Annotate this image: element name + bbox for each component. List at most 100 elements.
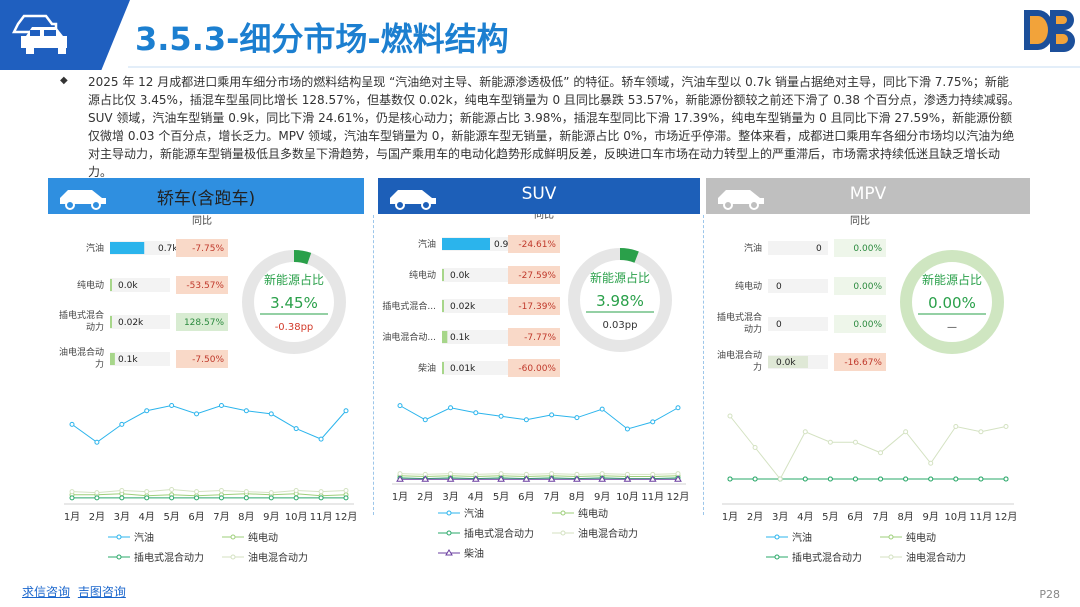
series-point [599, 471, 605, 477]
panel-suv: SUV 同比 汽油 0.9k -24.61% 纯电动 0.0k -27.59% 插电式混合...… [378, 178, 700, 586]
yoy-column-header: 同比 [192, 215, 212, 227]
yoy-badge [508, 235, 560, 253]
series-point [878, 476, 884, 482]
value-label: 0.0k [776, 358, 796, 368]
category-label: 汽油 [86, 242, 104, 254]
series-point [218, 488, 224, 494]
bar-track [768, 241, 828, 255]
series-point [194, 411, 200, 417]
category-label: 纯电动 [77, 279, 104, 291]
x-tick-label: 10月 [285, 511, 308, 523]
panel-title: 轿车(含跑车) [156, 189, 256, 209]
value-label: 0.9k [494, 240, 514, 250]
x-tick-label: 4月 [139, 511, 155, 523]
yoy-value: -16.67% [844, 358, 882, 368]
value-label: 0.02k [118, 318, 144, 328]
series-point [852, 476, 858, 482]
yoy-value: 0.00% [853, 320, 882, 330]
series-point [598, 475, 607, 482]
value-bar [442, 362, 444, 374]
value-bar [442, 269, 444, 281]
legend-label: 纯电动 [906, 531, 936, 544]
x-tick-label: 12月 [995, 511, 1018, 523]
nev-share-change: -0.38pp [275, 322, 314, 333]
legend-swatch-marker [888, 554, 894, 560]
series-point [194, 489, 200, 495]
series-point [144, 408, 150, 414]
series-point [194, 495, 200, 501]
yoy-value: -24.61% [518, 240, 556, 250]
series-line [399, 477, 679, 480]
series-point [648, 475, 657, 482]
nev-share-label: 新能源占比 [590, 270, 650, 285]
series-point [343, 488, 349, 494]
value-bar [442, 300, 444, 312]
intro-paragraph: 2025 年 12 月成都进口乘用车细分市场的燃料结构呈现 “汽油绝对主导、新能… [88, 75, 1020, 179]
series-point [343, 408, 349, 414]
value-label: 0 [776, 282, 782, 292]
wheel [395, 200, 405, 210]
series-point [446, 475, 455, 482]
category-label: 油电混合动力 [59, 346, 104, 370]
x-tick-label: 2月 [417, 491, 433, 503]
value-label: 0.02k [450, 302, 476, 312]
series-point [144, 495, 150, 501]
nev-share-value: 3.45% [270, 294, 318, 312]
bar-track [442, 330, 512, 344]
footer-links: 求信咨询 吉图咨询 [22, 583, 130, 600]
x-tick-label: 7月 [872, 511, 888, 523]
brand-logo [1024, 10, 1075, 52]
bullet-icon: ◆ [60, 75, 68, 86]
yoy-value: 0.00% [853, 282, 882, 292]
series-line [729, 415, 1007, 480]
x-tick-label: 8月 [569, 491, 585, 503]
series-point [498, 413, 504, 419]
x-tick-label: 9月 [594, 491, 610, 503]
series-point [549, 471, 555, 477]
series-point [397, 403, 403, 409]
category-label: 汽油 [418, 238, 436, 250]
x-tick-label: 12月 [667, 491, 690, 503]
legend-label: 油电混合动力 [578, 527, 638, 540]
category-label: 纯电动 [409, 269, 436, 281]
series-point [396, 475, 404, 482]
legend-swatch-marker [446, 510, 452, 516]
yoy-badge [834, 315, 886, 333]
series-line [71, 488, 347, 494]
x-tick-label: 4月 [468, 491, 484, 503]
panel-header[interactable]: 轿车(含跑车) [48, 178, 364, 214]
series-point [169, 487, 175, 492]
series-line [399, 405, 679, 430]
panel-header[interactable]: MPV [706, 178, 1030, 214]
series-point [498, 471, 504, 477]
series-line [399, 473, 679, 475]
series-point [119, 421, 125, 427]
x-tick-label: 8月 [238, 511, 254, 523]
series-point [674, 475, 682, 482]
series-point [549, 412, 555, 418]
footer-link-qiuxin[interactable]: 求信咨询 [22, 585, 71, 599]
x-tick-label: 10月 [944, 511, 967, 523]
x-tick-label: 4月 [797, 511, 813, 523]
yoy-value: -53.57% [186, 281, 224, 291]
series-point [471, 475, 480, 482]
series-point [978, 429, 984, 435]
footer-link-jitu[interactable]: 吉图咨询 [77, 585, 126, 599]
value-label: 0.0k [450, 271, 470, 281]
series-point [69, 421, 75, 427]
donut-track [900, 250, 1004, 354]
series-point [169, 495, 175, 501]
yoy-badge [508, 297, 560, 315]
legend-label: 汽油 [792, 531, 812, 544]
x-tick-label: 6月 [188, 511, 204, 523]
series-point [953, 476, 959, 482]
panel-mpv: MPV 同比 汽油 0 0.00% 纯电动 0 0.00% 插电式混合动力 0 0.00% 油电混合动… [706, 178, 1030, 586]
panel-header[interactable]: SUV [378, 178, 700, 214]
series-point [343, 495, 349, 501]
x-tick-label: 11月 [970, 511, 993, 523]
bar-track [442, 299, 512, 313]
wheel [91, 200, 101, 210]
series-point [448, 405, 454, 411]
wheel [65, 200, 75, 210]
